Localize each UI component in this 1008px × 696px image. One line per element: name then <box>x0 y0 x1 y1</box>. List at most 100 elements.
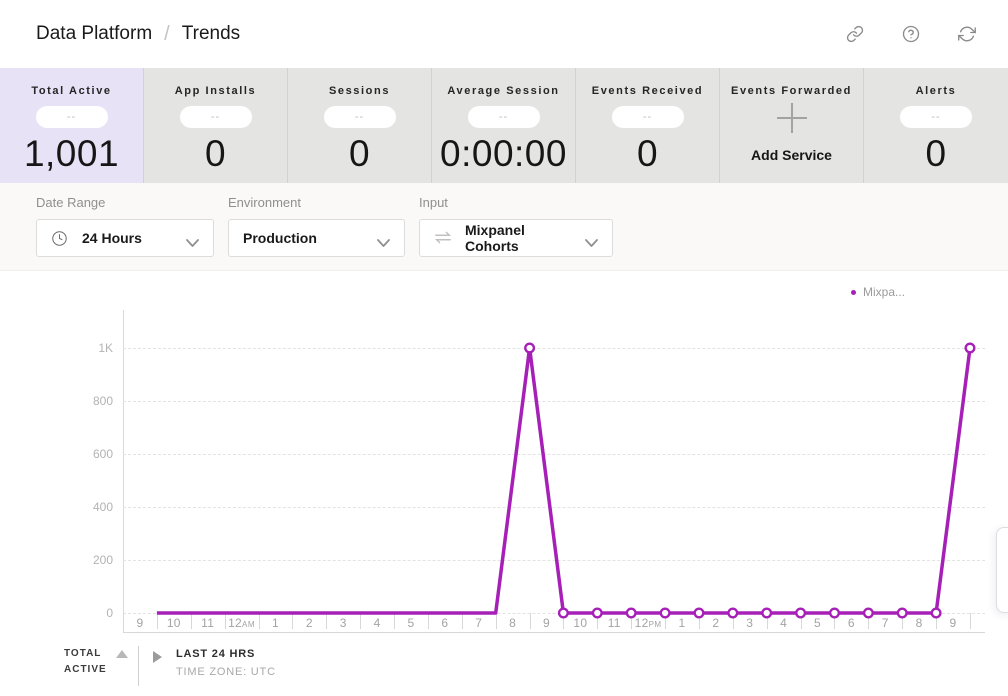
x-tick-label: 8 <box>509 616 517 630</box>
footer-range-label: LAST 24 HRS <box>176 648 256 660</box>
data-point-marker[interactable] <box>524 342 536 354</box>
chevron-down-icon <box>585 234 598 247</box>
stat-delta-pill: -- <box>467 106 540 128</box>
data-point-marker[interactable] <box>795 607 807 619</box>
data-point-marker[interactable] <box>693 607 705 619</box>
stat-label: App Installs <box>174 85 257 97</box>
x-tick-label: 5 <box>814 616 822 630</box>
y-gridline <box>123 507 985 508</box>
data-point-marker[interactable] <box>557 607 569 619</box>
footer-timezone-label: TIME ZONE: UTC <box>176 666 276 678</box>
x-tick-mark <box>936 613 938 629</box>
stat-value: 0 <box>925 133 947 174</box>
x-tick-label: 7 <box>475 616 483 630</box>
breadcrumb: Data Platform / Trends <box>36 23 240 46</box>
data-point-marker[interactable] <box>964 342 976 354</box>
refresh-icon[interactable] <box>958 25 976 43</box>
x-tick-mark <box>292 613 294 629</box>
footer-range: LAST 24 HRS TIME ZONE: UTC <box>176 646 276 696</box>
x-tick-mark <box>597 613 599 629</box>
input-select[interactable]: Mixpanel Cohorts <box>419 219 613 257</box>
stat-tile-app-installs[interactable]: App Installs -- 0 <box>144 68 288 183</box>
x-tick-mark <box>190 613 192 629</box>
x-tick-label: 9 <box>136 616 144 630</box>
data-point-marker[interactable] <box>862 607 874 619</box>
x-tick-label: 10 <box>166 616 181 630</box>
data-point-marker[interactable] <box>829 607 841 619</box>
x-tick-label: 3 <box>746 616 754 630</box>
data-point-marker[interactable] <box>930 607 942 619</box>
x-tick-mark <box>224 613 226 629</box>
y-axis-line <box>123 310 124 632</box>
x-tick-mark <box>427 613 429 629</box>
data-point-marker[interactable] <box>659 607 671 619</box>
floating-edge-panel[interactable] <box>996 527 1008 613</box>
share-link-icon[interactable] <box>846 25 864 43</box>
filter-input: Input Mixpanel Cohorts <box>419 195 613 270</box>
stat-tile-total-active[interactable]: Total Active -- 1,001 <box>0 68 144 183</box>
page-title: Trends <box>181 23 241 44</box>
x-tick-label: 10 <box>573 616 588 630</box>
stat-tile-events-received[interactable]: Events Received -- 0 <box>576 68 720 183</box>
stat-tile-alerts[interactable]: Alerts -- 0 <box>864 68 1008 183</box>
footer-metric-line2: ACTIVE <box>64 664 107 675</box>
filter-environment: Environment Production <box>228 195 405 270</box>
x-tick-label: 6 <box>847 616 855 630</box>
y-tick-label: 600 <box>92 447 113 461</box>
x-tick-label: 1 <box>678 616 686 630</box>
x-tick-label: 2 <box>305 616 313 630</box>
x-tick-label: 8 <box>915 616 923 630</box>
x-tick-label: 12PM <box>634 616 662 630</box>
x-tick-mark <box>834 613 836 629</box>
plus-icon[interactable] <box>720 101 863 135</box>
data-point-marker[interactable] <box>591 607 603 619</box>
add-service-button[interactable]: Add Service <box>751 147 832 163</box>
stat-value: 0 <box>204 133 227 174</box>
data-point-marker[interactable] <box>896 607 908 619</box>
data-point-marker[interactable] <box>727 607 739 619</box>
x-tick-label: 11 <box>607 616 621 630</box>
x-tick-label: 5 <box>407 616 415 630</box>
environment-select[interactable]: Production <box>228 219 405 257</box>
chart-legend-item[interactable]: Mixpa... <box>850 285 905 299</box>
stat-delta-pill: -- <box>323 106 396 128</box>
stat-value: 0 <box>348 133 371 174</box>
x-tick-label: 7 <box>881 616 889 630</box>
data-point-marker[interactable] <box>761 607 773 619</box>
y-gridline <box>123 560 985 561</box>
x-tick-mark <box>495 613 497 629</box>
trend-line <box>156 346 972 615</box>
stat-tile-events-forwarded: Events Forwarded Add Service <box>720 68 864 183</box>
x-tick-label: 3 <box>339 616 347 630</box>
chevron-down-icon <box>377 234 390 247</box>
x-tick-mark <box>868 613 870 629</box>
help-icon[interactable] <box>902 25 920 43</box>
breadcrumb-section[interactable]: Data Platform <box>36 23 153 44</box>
selected-input: Mixpanel Cohorts <box>465 222 525 254</box>
x-tick-label: 4 <box>373 616 381 630</box>
filter-date-range: Date Range 24 Hours <box>36 195 214 270</box>
x-tick-mark <box>970 613 971 629</box>
stat-tile-average-session[interactable]: Average Session -- 0:00:00 <box>432 68 576 183</box>
data-point-marker[interactable] <box>625 607 637 619</box>
stat-label: Average Session <box>447 85 560 97</box>
x-tick-mark <box>326 613 328 629</box>
sort-ascending-icon[interactable] <box>116 650 128 658</box>
x-tick-mark <box>529 613 531 629</box>
x-tick-label: 2 <box>712 616 720 630</box>
x-tick-label: 1 <box>271 616 279 630</box>
chevron-down-icon <box>186 234 199 247</box>
x-tick-mark <box>123 613 124 629</box>
y-tick-label: 0 <box>106 606 113 620</box>
stat-tile-sessions[interactable]: Sessions -- 0 <box>288 68 432 183</box>
x-tick-label: 11 <box>201 616 215 630</box>
expand-row-icon[interactable] <box>153 651 162 663</box>
date-range-select[interactable]: 24 Hours <box>36 219 214 257</box>
stat-value: 0 <box>636 133 659 174</box>
x-tick-mark <box>800 613 802 629</box>
chart-area: Mixpa... 0 200 400 600 800 1K 9 10 11 12AM 1 2 3 4 5 6 7… <box>0 271 1008 640</box>
breadcrumb-separator: / <box>164 22 170 45</box>
x-tick-label: 9 <box>542 616 550 630</box>
line-series-svg <box>156 342 976 619</box>
stat-delta-pill: -- <box>35 106 108 128</box>
